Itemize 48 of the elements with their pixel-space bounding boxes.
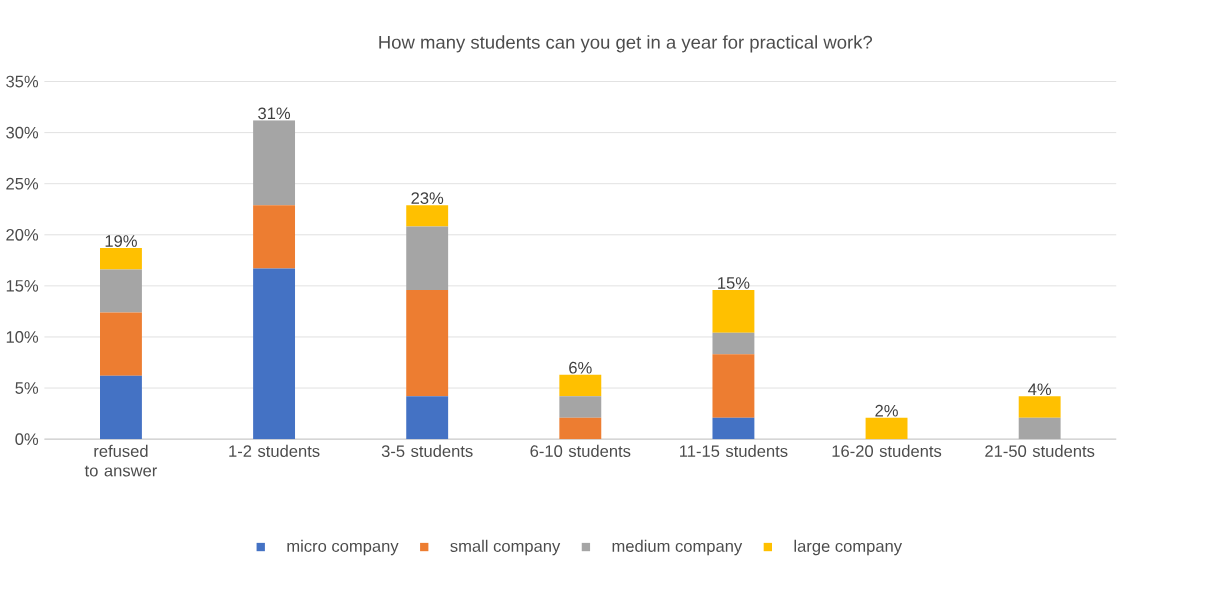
bar — [406, 204, 449, 227]
y-tick-label: 30% — [6, 126, 39, 139]
total-label: 31% — [258, 107, 291, 119]
x-tick-label: 11-15 students — [680, 444, 788, 457]
bar — [253, 120, 296, 205]
chart-title: How many students can you get in a year for practical work? — [379, 35, 873, 53]
y-tick-label: 20% — [6, 228, 39, 241]
y-tick-label: 0% — [15, 433, 39, 445]
bar — [712, 417, 755, 439]
total-label: 23% — [411, 192, 444, 204]
legend-label: medium company — [612, 539, 743, 556]
x-tick-label: 16-20 students — [832, 444, 942, 457]
y-tick-label: 10% — [6, 330, 39, 343]
x-tick-label: 21-50 students — [985, 444, 1095, 457]
bar — [253, 268, 296, 439]
legend-label: micro company — [287, 539, 399, 556]
legend-label: small company — [450, 539, 561, 556]
bar — [712, 332, 755, 355]
bar — [712, 289, 755, 333]
y-tick-label: 25% — [6, 177, 39, 190]
legend-label: large company — [794, 539, 903, 556]
bar — [1018, 417, 1061, 439]
x-tick-label: refused to answer — [84, 444, 158, 477]
bar — [559, 417, 602, 439]
bar — [559, 396, 602, 418]
x-tick-label: 3-5 students — [381, 444, 473, 457]
bar — [559, 374, 602, 397]
y-tick-label: 35% — [6, 75, 39, 88]
bar — [100, 375, 142, 439]
bar — [1018, 396, 1061, 418]
total-label: 15% — [718, 276, 750, 289]
bar — [100, 312, 142, 376]
total-label: 19% — [105, 234, 137, 247]
y-tick-label: 5% — [15, 382, 39, 394]
x-tick-label: 1-2 students — [229, 444, 320, 457]
y-tick-label: 15% — [6, 279, 39, 292]
bar — [406, 289, 449, 397]
total-label: 6% — [569, 361, 592, 374]
bar — [865, 417, 908, 439]
total-label: 4% — [1028, 383, 1052, 395]
x-tick-label: 6-10 students — [530, 444, 631, 457]
bar — [253, 204, 296, 269]
bar — [406, 226, 449, 290]
bar — [712, 354, 755, 418]
bar — [100, 247, 142, 270]
bar — [100, 269, 142, 313]
bar — [406, 396, 449, 439]
total-label: 2% — [875, 404, 898, 417]
